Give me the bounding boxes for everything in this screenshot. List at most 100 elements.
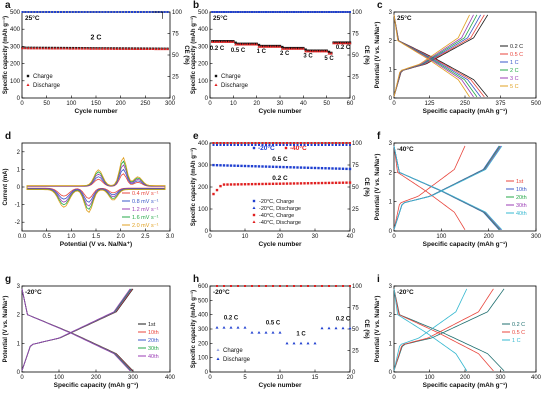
ce-point [101, 11, 104, 13]
y-tick-label: 0 [17, 370, 21, 376]
ce-point [307, 142, 309, 144]
legend-label: 1 C [510, 60, 519, 66]
legend-marker [252, 213, 256, 217]
ce-point [314, 11, 316, 13]
ce-point [282, 144, 285, 146]
ce-point [323, 11, 326, 13]
ce-point [57, 11, 60, 13]
ce-point [328, 142, 330, 144]
ce-point [244, 142, 246, 144]
ce-point [293, 285, 295, 287]
legend-label: 30th [516, 203, 527, 209]
ce-point [255, 11, 258, 13]
discharge-point [118, 47, 122, 50]
capacity-point [348, 326, 352, 330]
x-tick-label: 1.0 [67, 234, 76, 240]
discharge-point [241, 42, 245, 46]
y-tick-label: 1 [389, 67, 393, 73]
ce-point [258, 144, 260, 146]
panel-d: d 0.0 0.5 1.0 1.5 2.0 2.5 3.0 -2 -1 0 1 2 Potential (… [3, 131, 175, 248]
panel-letter: a [5, 0, 11, 11]
ce-point [233, 144, 236, 146]
y-tick-label: 0 [205, 370, 209, 376]
discharge-point [142, 47, 146, 51]
capacity-point-minus40 [275, 182, 278, 185]
ce-point [251, 285, 253, 287]
capacity-point [334, 326, 338, 330]
discharge-point [332, 41, 336, 45]
ce-point [223, 144, 225, 146]
ce-point [48, 11, 51, 13]
ce-point [332, 11, 335, 13]
ce-point [71, 11, 74, 13]
ce-point [267, 11, 270, 13]
discharge-point [327, 52, 331, 55]
ce-point [311, 11, 314, 13]
temperature-label: -20°C [25, 288, 42, 296]
ce-point [262, 11, 265, 13]
rate-label: 0.5 C [231, 48, 246, 54]
capacity-point [215, 325, 219, 329]
rate-label: 0.2 C [210, 46, 225, 52]
ce-point [324, 144, 327, 146]
discharge-point [346, 41, 350, 45]
ce-point [230, 11, 232, 13]
ce-point [116, 11, 119, 13]
ce-point [239, 11, 242, 13]
x-tick-label: 200 [116, 101, 127, 107]
capacity-point-minus20 [243, 164, 247, 168]
capacity-point-minus20 [254, 165, 257, 168]
discharge-point [53, 46, 57, 50]
x-tick-label: 0.5 [42, 234, 51, 240]
y-tick-label: 1 [17, 341, 21, 347]
ce-point [59, 11, 62, 13]
ce-point [300, 142, 302, 144]
ce-point [279, 144, 281, 146]
ce-point [219, 144, 222, 146]
y2-tick-label: 50 [172, 53, 179, 59]
discharge-point [157, 47, 161, 51]
discharge-point [308, 49, 312, 53]
charge-curve [393, 288, 505, 371]
discharge-curve [393, 14, 470, 98]
discharge-point [136, 47, 140, 50]
y-tick-label: 2 [389, 170, 393, 176]
capacity-point-minus20 [289, 166, 292, 169]
ce-point [216, 11, 218, 13]
ce-point [211, 11, 214, 13]
capacity-point-minus40 [229, 183, 233, 186]
rate-label: 5 C [324, 56, 334, 62]
y2-tick-label: 75 [352, 306, 359, 312]
ce-point [272, 285, 274, 287]
x-tick-label: 200 [484, 234, 495, 240]
ce-point [253, 11, 256, 13]
discharge-point [124, 47, 128, 50]
y-tick-label: 200 [10, 62, 21, 68]
capacity-point-minus20 [327, 167, 331, 170]
capacity-point-minus20 [257, 165, 261, 168]
x-axis-label: Cycle number [75, 108, 118, 115]
y2-tick-label: 0 [352, 370, 356, 376]
y-tick-label: 0 [17, 96, 21, 102]
capacity-point-minus20 [233, 164, 236, 167]
ce-point [286, 142, 288, 144]
discharge-point [92, 47, 96, 50]
rate-label: 0.5 C [266, 321, 281, 327]
ce-point [227, 11, 230, 13]
y-tick-label: 3 [389, 284, 393, 290]
capacity-point [306, 341, 310, 345]
y2-tick-label: 25 [352, 207, 359, 213]
y-axis-label: Potential (V vs. Na/Na⁺) [374, 22, 381, 89]
ce-point [68, 11, 71, 13]
x-tick-label: 0 [20, 101, 24, 107]
ce-point [247, 144, 250, 146]
ce-point [223, 142, 225, 144]
capacity-point-minus20 [299, 166, 303, 169]
temperature-label: 25°C [25, 14, 40, 22]
charge-curve [393, 288, 468, 371]
capacity-point-minus20 [222, 164, 226, 167]
discharge-point [217, 40, 221, 43]
capacity-point [243, 325, 247, 329]
temperature-label: -20°C [397, 288, 414, 296]
x-tick-label: 200 [460, 375, 471, 381]
